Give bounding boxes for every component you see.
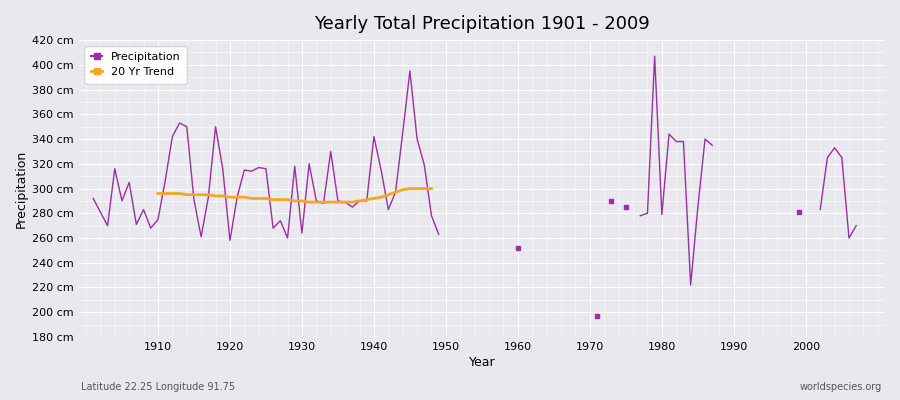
Precipitation xyxy=(139,207,149,212)
20 Yr Trend xyxy=(175,191,185,196)
20 Yr Trend xyxy=(224,195,235,200)
20 Yr Trend xyxy=(274,197,285,202)
Precipitation xyxy=(260,166,271,171)
Precipitation xyxy=(160,179,171,184)
20 Yr Trend xyxy=(260,196,271,201)
Precipitation xyxy=(196,234,207,239)
20 Yr Trend xyxy=(167,191,178,196)
Precipitation xyxy=(110,166,121,171)
Precipitation xyxy=(375,168,386,172)
20 Yr Trend xyxy=(153,191,164,196)
20 Yr Trend xyxy=(361,197,372,202)
Precipitation xyxy=(339,200,350,204)
20 Yr Trend xyxy=(426,186,436,191)
20 Yr Trend xyxy=(310,200,321,204)
20 Yr Trend xyxy=(196,192,207,197)
20 Yr Trend xyxy=(318,200,328,204)
20 Yr Trend xyxy=(238,195,249,200)
20 Yr Trend xyxy=(404,186,415,191)
20 Yr Trend xyxy=(397,187,408,192)
Precipitation xyxy=(346,205,357,210)
Precipitation xyxy=(303,162,314,166)
Precipitation xyxy=(390,190,400,195)
20 Yr Trend xyxy=(411,186,422,191)
20 Yr Trend xyxy=(289,198,300,203)
Precipitation xyxy=(167,134,178,139)
Precipitation xyxy=(426,213,436,218)
Precipitation xyxy=(153,217,164,222)
Precipitation xyxy=(404,69,415,74)
20 Yr Trend xyxy=(160,191,171,196)
Y-axis label: Precipitation: Precipitation xyxy=(15,150,28,228)
Precipitation xyxy=(202,195,213,200)
20 Yr Trend xyxy=(267,197,278,202)
20 Yr Trend xyxy=(382,192,393,197)
Text: worldspecies.org: worldspecies.org xyxy=(800,382,882,392)
Text: Latitude 22.25 Longitude 91.75: Latitude 22.25 Longitude 91.75 xyxy=(81,382,235,392)
Precipitation xyxy=(182,124,193,129)
Precipitation xyxy=(267,226,278,230)
Precipitation xyxy=(95,210,106,214)
20 Yr Trend xyxy=(217,194,228,198)
Precipitation xyxy=(397,130,408,135)
20 Yr Trend xyxy=(375,195,386,200)
Line: 20 Yr Trend: 20 Yr Trend xyxy=(158,188,431,202)
20 Yr Trend xyxy=(189,192,200,197)
20 Yr Trend xyxy=(253,196,264,201)
20 Yr Trend xyxy=(231,195,242,200)
Precipitation xyxy=(103,223,113,228)
20 Yr Trend xyxy=(332,200,343,204)
20 Yr Trend xyxy=(390,190,400,195)
20 Yr Trend xyxy=(325,200,336,204)
Precipitation xyxy=(411,137,422,142)
Precipitation xyxy=(274,218,285,223)
20 Yr Trend xyxy=(368,196,379,201)
Precipitation xyxy=(282,236,292,240)
Precipitation xyxy=(368,134,379,139)
20 Yr Trend xyxy=(354,198,364,203)
20 Yr Trend xyxy=(418,186,429,191)
20 Yr Trend xyxy=(339,200,350,204)
Precipitation xyxy=(117,198,128,203)
Precipitation xyxy=(189,197,200,202)
Precipitation xyxy=(231,195,242,200)
Precipitation xyxy=(88,196,99,201)
20 Yr Trend xyxy=(246,196,256,201)
Precipitation xyxy=(382,207,393,212)
Precipitation xyxy=(238,168,249,172)
Line: Precipitation: Precipitation xyxy=(94,71,438,240)
20 Yr Trend xyxy=(182,192,193,197)
Precipitation xyxy=(289,164,300,169)
20 Yr Trend xyxy=(210,194,220,198)
Precipitation xyxy=(318,201,328,206)
Precipitation xyxy=(296,231,307,236)
20 Yr Trend xyxy=(282,197,292,202)
Precipitation xyxy=(175,120,185,125)
Precipitation xyxy=(253,165,264,170)
Legend: Precipitation, 20 Yr Trend: Precipitation, 20 Yr Trend xyxy=(85,46,187,84)
X-axis label: Year: Year xyxy=(469,356,495,369)
Precipitation xyxy=(361,198,372,203)
Precipitation xyxy=(210,124,220,129)
20 Yr Trend xyxy=(346,200,357,204)
Precipitation xyxy=(310,198,321,203)
Precipitation xyxy=(146,226,157,230)
Precipitation xyxy=(354,198,364,203)
Precipitation xyxy=(224,238,235,243)
Title: Yearly Total Precipitation 1901 - 2009: Yearly Total Precipitation 1901 - 2009 xyxy=(314,15,650,33)
20 Yr Trend xyxy=(202,192,213,197)
Precipitation xyxy=(124,180,135,185)
Precipitation xyxy=(246,169,256,174)
Precipitation xyxy=(217,166,228,171)
20 Yr Trend xyxy=(296,198,307,203)
Precipitation xyxy=(131,222,142,227)
20 Yr Trend xyxy=(303,200,314,204)
Precipitation xyxy=(332,198,343,203)
Precipitation xyxy=(418,163,429,168)
Precipitation xyxy=(433,232,444,237)
Precipitation xyxy=(325,149,336,154)
